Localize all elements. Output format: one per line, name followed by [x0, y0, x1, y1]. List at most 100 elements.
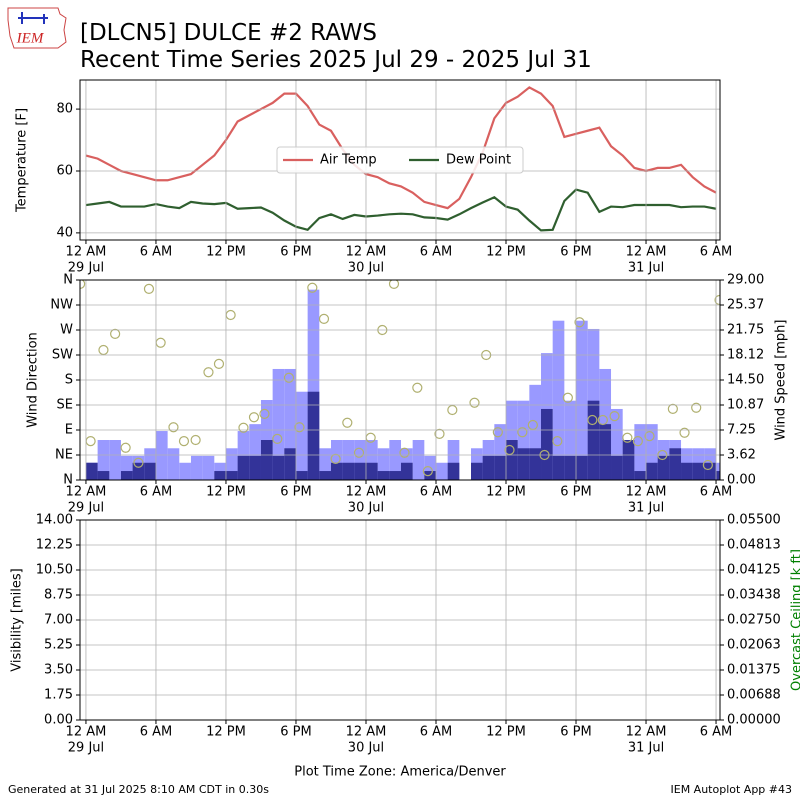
direction-point: [143, 283, 155, 294]
x-tick-label: 12 AM: [626, 725, 667, 740]
bar: [517, 448, 530, 480]
y-tick-label: 3.50: [44, 663, 73, 678]
x-tick-label: 6 AM: [140, 245, 173, 260]
x-tick-label: 12 AM: [346, 245, 387, 260]
bar: [97, 471, 110, 480]
direction-point: [294, 422, 305, 433]
bar: [342, 462, 355, 480]
y2-axis-label: Wind Speed [mph]: [774, 320, 789, 441]
x-date-label: 30 Jul: [348, 501, 384, 516]
y-tick-label: 12.25: [36, 538, 73, 553]
bar: [97, 440, 110, 480]
x-tick-label: 6 PM: [280, 245, 311, 260]
bar: [365, 462, 378, 480]
bar: [225, 471, 238, 480]
y2-tick-label: 0.04125: [727, 563, 781, 578]
axes-frame: [79, 279, 721, 481]
direction-point: [587, 414, 598, 426]
x-tick-label: 12 PM: [206, 485, 246, 500]
y-tick-label: NE: [55, 448, 73, 463]
bar: [85, 462, 98, 480]
y2-axis-label: Overcast Ceiling [k ft]: [790, 549, 800, 691]
direction-point: [225, 309, 236, 321]
bar: [155, 431, 168, 480]
bar: [494, 424, 507, 480]
bar: [471, 462, 483, 480]
direction-point: [318, 313, 330, 324]
bar: [295, 471, 308, 480]
y-tick-label: 40: [56, 225, 73, 240]
x-date-label: 30 Jul: [348, 741, 384, 756]
bar: [447, 462, 460, 480]
y-tick-label: 0.00: [44, 713, 73, 728]
x-tick-label: 12 PM: [486, 485, 526, 500]
direction-point: [597, 414, 608, 426]
y-tick-label: W: [60, 323, 73, 338]
y2-tick-label: 0.00: [727, 473, 756, 488]
x-date-label: 31 Jul: [628, 261, 664, 276]
bar: [611, 408, 623, 480]
y-tick-label: N: [63, 273, 73, 288]
bar: [646, 462, 658, 480]
bar: [716, 471, 720, 480]
axes-frame: [79, 79, 721, 241]
y2-tick-label: 7.25: [727, 423, 756, 438]
x-tick-label: 12 AM: [626, 245, 667, 260]
bar: [295, 391, 308, 480]
x-tick-label: 6 AM: [700, 245, 733, 260]
logo: IEM: [7, 7, 67, 49]
subtitle: Recent Time Series 2025 Jul 29 - 2025 Ju…: [80, 47, 592, 73]
bar: [576, 320, 588, 480]
y2-tick-label: 14.50: [727, 373, 764, 388]
y2-tick-label: 10.87: [727, 398, 764, 413]
bar: [599, 424, 612, 480]
x-date-label: 29 Jul: [68, 261, 104, 276]
axes-frame: [79, 519, 721, 721]
direction-point: [330, 453, 341, 464]
bar: [669, 448, 682, 480]
bar: [132, 462, 145, 480]
bar: [692, 462, 705, 480]
bar: [354, 440, 366, 480]
bar: [167, 448, 180, 480]
direction-point: [120, 442, 131, 453]
bar: [179, 462, 191, 480]
x-tick-label: 6 PM: [560, 245, 591, 260]
x-tick-label: 12 AM: [626, 485, 667, 500]
legend-label: Dew Point: [446, 153, 511, 168]
bar: [389, 440, 401, 480]
y-tick-label: 14.00: [36, 513, 73, 528]
title: [DLCN5] DULCE #2 RAWS: [80, 20, 377, 46]
direction-point: [259, 408, 270, 419]
direction-point: [203, 367, 214, 378]
y2-tick-label: 0.05500: [727, 513, 781, 528]
bar: [681, 462, 693, 480]
x-tick-label: 12 PM: [206, 245, 246, 260]
bar: [354, 462, 366, 480]
y-tick-label: SW: [52, 348, 73, 363]
bar: [307, 289, 320, 480]
y-axis-label: Visibility [miles]: [10, 568, 25, 671]
bar: [342, 440, 355, 480]
bar: [552, 320, 565, 480]
x-tick-label: 6 AM: [420, 725, 453, 740]
direction-point: [399, 447, 410, 458]
direction-point: [691, 402, 702, 413]
bar: [611, 455, 623, 480]
bar: [529, 448, 542, 480]
direction-point: [702, 459, 713, 471]
bar: [634, 424, 647, 480]
bar: [330, 440, 343, 480]
direction-point: [133, 457, 144, 468]
x-date-label: 29 Jul: [68, 741, 104, 756]
y2-tick-label: 0.03438: [727, 588, 781, 603]
bar: [517, 400, 530, 480]
bar: [190, 455, 203, 480]
y-tick-label: S: [65, 373, 73, 388]
logo-text: IEM: [16, 30, 45, 46]
legend-box: [276, 146, 524, 174]
bar: [272, 368, 285, 480]
bar: [482, 455, 495, 480]
footer-left: Generated at 31 Jul 2025 8:10 AM CDT in …: [8, 783, 269, 796]
bar: [494, 455, 507, 480]
